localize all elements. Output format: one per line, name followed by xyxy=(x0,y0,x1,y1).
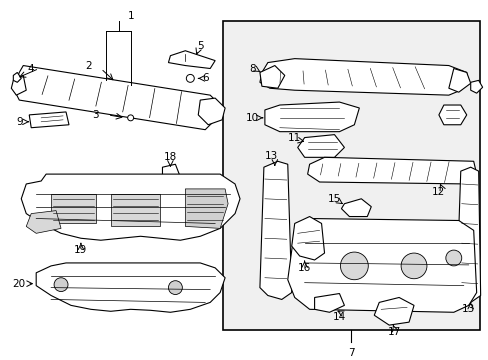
Text: 20: 20 xyxy=(13,279,26,289)
Text: 11: 11 xyxy=(287,132,301,143)
Text: 16: 16 xyxy=(297,263,311,273)
Circle shape xyxy=(445,250,461,266)
Polygon shape xyxy=(291,217,324,260)
Circle shape xyxy=(54,278,68,292)
Polygon shape xyxy=(470,80,482,93)
Circle shape xyxy=(127,115,133,121)
Polygon shape xyxy=(314,293,344,312)
Polygon shape xyxy=(26,211,61,233)
Circle shape xyxy=(186,75,194,82)
Polygon shape xyxy=(341,199,370,217)
Polygon shape xyxy=(36,263,224,312)
Polygon shape xyxy=(260,66,284,88)
Circle shape xyxy=(168,281,182,294)
Text: 6: 6 xyxy=(202,73,208,84)
Polygon shape xyxy=(260,161,291,300)
Polygon shape xyxy=(29,112,69,128)
Text: 19: 19 xyxy=(74,245,87,255)
Circle shape xyxy=(400,253,426,279)
Polygon shape xyxy=(13,66,220,130)
Polygon shape xyxy=(287,219,476,312)
Circle shape xyxy=(340,252,367,280)
Text: 5: 5 xyxy=(197,41,203,51)
Polygon shape xyxy=(297,135,344,157)
Polygon shape xyxy=(185,189,227,228)
Polygon shape xyxy=(373,297,413,325)
Polygon shape xyxy=(260,59,468,95)
Text: 14: 14 xyxy=(332,312,346,322)
Polygon shape xyxy=(264,102,359,132)
Polygon shape xyxy=(162,164,180,184)
Bar xyxy=(222,21,479,330)
Text: 4: 4 xyxy=(28,63,35,73)
Polygon shape xyxy=(456,167,480,302)
Text: 17: 17 xyxy=(386,327,400,337)
Text: 18: 18 xyxy=(163,152,177,162)
Text: 3: 3 xyxy=(92,110,99,120)
Polygon shape xyxy=(11,75,26,95)
Polygon shape xyxy=(168,51,215,68)
Polygon shape xyxy=(198,98,224,125)
Polygon shape xyxy=(448,68,470,92)
Text: 7: 7 xyxy=(347,348,354,358)
Text: 10: 10 xyxy=(245,113,258,123)
Text: 13: 13 xyxy=(264,151,278,161)
Text: 15: 15 xyxy=(327,194,341,204)
Polygon shape xyxy=(51,194,96,224)
Text: 1: 1 xyxy=(127,11,134,21)
Text: 12: 12 xyxy=(431,187,445,197)
Polygon shape xyxy=(21,174,240,240)
Polygon shape xyxy=(13,72,21,82)
Polygon shape xyxy=(438,105,466,125)
Polygon shape xyxy=(111,194,160,226)
Text: 2: 2 xyxy=(85,60,92,71)
Polygon shape xyxy=(307,157,476,184)
Text: 9: 9 xyxy=(16,117,22,127)
Text: 8: 8 xyxy=(249,63,256,73)
Text: 13: 13 xyxy=(461,304,474,314)
